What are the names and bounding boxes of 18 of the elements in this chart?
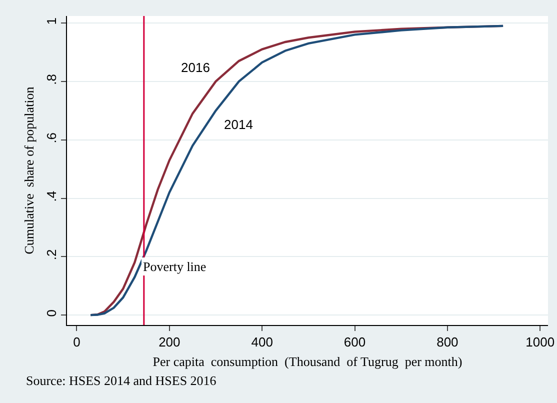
y-tick-label: 1 [44, 17, 59, 25]
y-tick-label: 0 [44, 310, 59, 317]
series-label: 2016 [181, 60, 210, 75]
source-note: Source: HSES 2014 and HSES 2016 [26, 373, 217, 388]
x-tick-label: 200 [158, 334, 180, 350]
x-tick-label: 600 [344, 334, 366, 350]
y-tick-label: .8 [44, 74, 59, 85]
ref-line-label: Poverty line [143, 259, 206, 274]
y-tick-label: .4 [44, 190, 59, 202]
series-label: 2014 [224, 117, 253, 132]
x-tick-label: 1000 [526, 334, 555, 350]
x-axis-title: Per capita consumption (Thousand of Tugrug per month) [152, 354, 462, 370]
y-tick-label: .2 [44, 249, 59, 260]
x-tick-label: 800 [436, 334, 458, 350]
x-tick-label: 0 [73, 334, 80, 350]
y-tick-label: .6 [44, 132, 59, 144]
y-axis-title: Cumulative share of population [22, 86, 37, 254]
x-tick-label: 400 [251, 334, 273, 350]
